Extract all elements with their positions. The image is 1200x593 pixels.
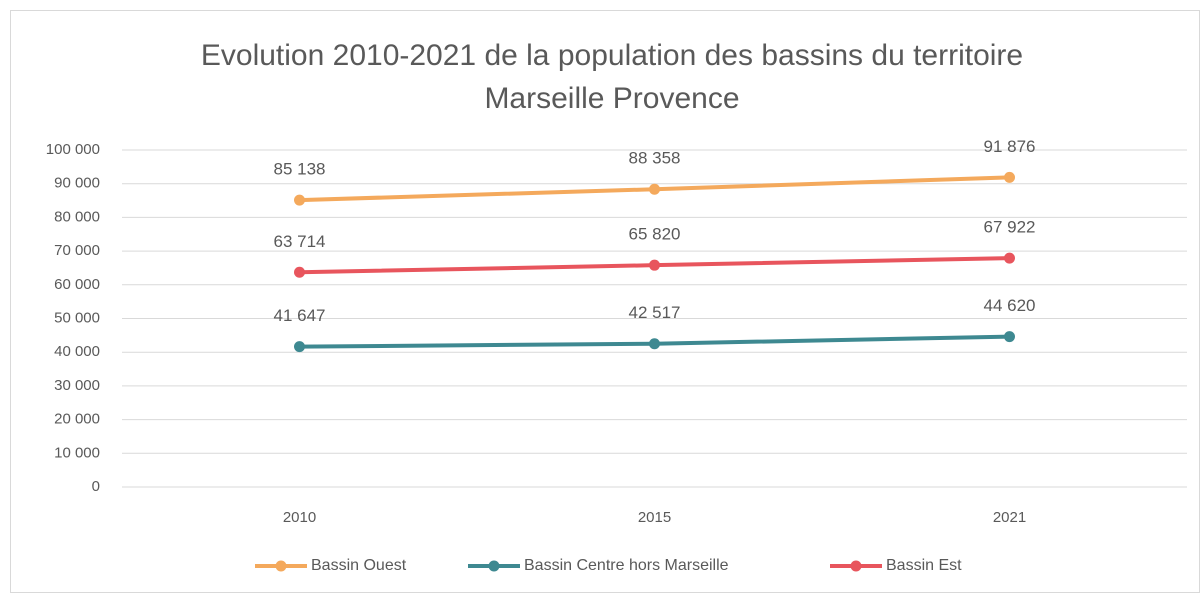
chart-subtitle: Marseille Provence [484, 82, 739, 115]
data-label: 41 647 [274, 306, 326, 325]
y-tick-label: 80 000 [54, 208, 100, 225]
chart-title: Evolution 2010-2021 de la population des… [201, 39, 1023, 72]
data-point [649, 338, 660, 350]
data-point [1004, 171, 1015, 183]
y-tick-label: 30 000 [54, 377, 100, 394]
data-label: 65 820 [629, 225, 681, 244]
y-tick-label: 0 [92, 478, 100, 495]
legend-marker [275, 560, 287, 572]
data-point [1004, 331, 1015, 343]
legend-label: Bassin Centre hors Marseille [524, 557, 729, 574]
data-point [1004, 252, 1015, 264]
data-label: 88 358 [629, 149, 681, 168]
data-point [649, 183, 660, 195]
x-tick-label: 2010 [283, 509, 316, 526]
y-tick-label: 90 000 [54, 175, 100, 192]
y-tick-label: 10 000 [54, 444, 100, 461]
legend-marker [488, 560, 500, 572]
legend-label: Bassin Ouest [311, 557, 407, 574]
y-tick-label: 50 000 [54, 309, 100, 326]
data-label: 91 876 [984, 137, 1036, 156]
data-point [294, 341, 305, 353]
data-label: 63 714 [274, 232, 326, 251]
legend-label: Bassin Est [886, 557, 962, 574]
data-point [649, 259, 660, 271]
x-tick-label: 2021 [993, 509, 1026, 526]
y-tick-label: 40 000 [54, 343, 100, 360]
data-label: 85 138 [274, 160, 326, 179]
y-tick-label: 100 000 [46, 141, 100, 158]
data-label: 67 922 [984, 218, 1036, 237]
data-label: 44 620 [984, 296, 1036, 315]
legend-marker [850, 560, 862, 572]
y-tick-label: 60 000 [54, 276, 100, 293]
data-point [294, 266, 305, 278]
data-point [294, 194, 305, 206]
y-tick-label: 70 000 [54, 242, 100, 259]
y-tick-label: 20 000 [54, 411, 100, 428]
data-label: 42 517 [629, 303, 681, 322]
x-tick-label: 2015 [638, 509, 671, 526]
